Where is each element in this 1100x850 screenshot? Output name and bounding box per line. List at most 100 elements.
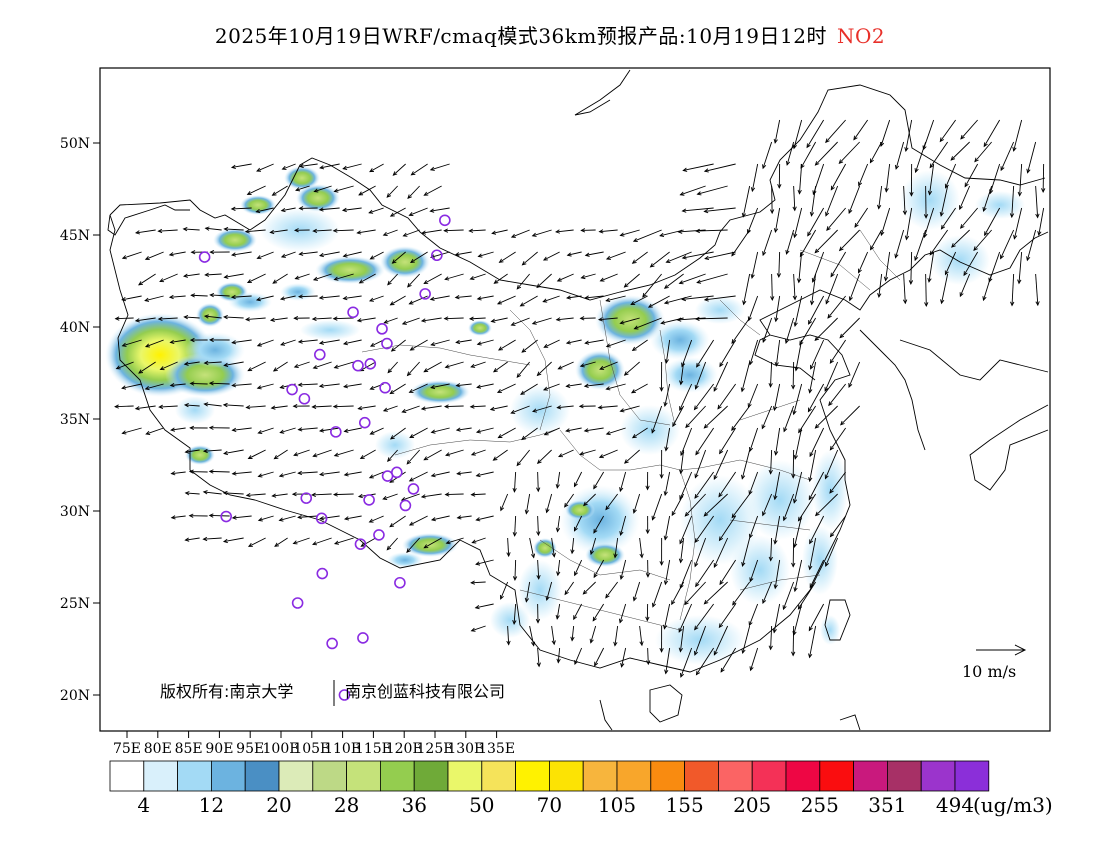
wind-arrow: [476, 471, 494, 477]
wind-arrow: [564, 581, 575, 595]
wind-arrow: [135, 229, 156, 234]
wind-arrow: [532, 229, 552, 237]
colorbar-swatch: [954, 760, 990, 792]
wind-arrow: [783, 493, 795, 521]
wind-arrow-head: [203, 314, 209, 319]
city-station-marker: [399, 499, 412, 512]
wind-arrow-head: [420, 318, 426, 323]
wind-arrow-head: [297, 514, 302, 520]
wind-arrow: [231, 207, 252, 210]
wind-arrow: [145, 251, 164, 260]
wind-arrow: [751, 251, 759, 279]
wind-arrow-head: [169, 383, 175, 388]
wind-arrow: [770, 625, 773, 650]
wind-arrow-head: [297, 470, 303, 476]
wind-arrow-head: [807, 231, 812, 237]
city-station-marker: [376, 323, 388, 335]
wind-arrow-head: [848, 209, 853, 215]
wind-arrow: [279, 471, 296, 477]
wind-arrow: [246, 405, 266, 408]
wind-arrow-head: [358, 191, 364, 196]
wind-arrow-head: [542, 386, 548, 391]
wind-arrow: [389, 515, 406, 528]
wind-arrow-head: [631, 259, 637, 264]
wind-arrow-head: [510, 409, 516, 414]
wind-arrow-head: [408, 388, 414, 393]
wind-arrow: [762, 581, 773, 604]
wind-arrow-head: [574, 526, 578, 532]
wind-arrow-head: [429, 254, 435, 259]
wind-arrow: [598, 317, 618, 321]
wind-arrow-head: [651, 515, 656, 521]
wind-arrow: [370, 251, 384, 260]
wind-arrow: [521, 427, 538, 440]
wind-arrow-head: [598, 229, 604, 234]
wind-arrow: [732, 581, 750, 606]
wind-arrow-head: [762, 599, 767, 605]
colorbar-tick-label: 20: [266, 793, 291, 817]
wind-arrow-head: [256, 342, 262, 347]
wind-arrow: [594, 647, 605, 666]
wind-arrow: [1013, 119, 1023, 151]
lat-label: 20N: [60, 688, 90, 704]
city-station-marker: [354, 538, 367, 550]
wind-arrow: [793, 119, 803, 149]
wind-arrow-head: [703, 297, 709, 302]
wind-arrow-head: [773, 539, 778, 545]
wind-arrow: [742, 625, 751, 654]
wind-arrow-head: [679, 191, 685, 196]
wind-arrow: [811, 185, 817, 216]
wind-arrow-head: [344, 516, 349, 521]
wind-arrow-head: [531, 408, 538, 413]
wind-arrow-head: [770, 296, 775, 302]
wind-arrow-head: [677, 229, 683, 234]
city-station-marker: [286, 383, 298, 396]
wind-arrow-head: [939, 137, 945, 143]
wind-arrow-head: [940, 224, 946, 230]
wind-arrow-head: [144, 343, 150, 348]
wind-arrow: [630, 295, 648, 305]
lon-label: 80E: [144, 741, 172, 757]
wind-arrow: [231, 295, 252, 298]
wind-arrow: [606, 339, 626, 347]
wind-arrow-head: [605, 505, 610, 511]
wind-arrow: [557, 273, 574, 282]
wind-arrow: [574, 647, 583, 665]
wind-arrow: [671, 581, 685, 605]
wind-arrow: [386, 185, 398, 198]
city-station-marker: [358, 416, 371, 429]
wind-arrow: [748, 295, 759, 321]
wind-arrow-head: [333, 188, 339, 193]
wind-arrow: [809, 515, 825, 544]
wind-arrow-head: [222, 490, 228, 496]
wind-arrow-head: [597, 317, 603, 322]
wind-arrow: [513, 471, 517, 492]
wind-arrow: [256, 295, 274, 301]
wind-arrow-head: [681, 208, 687, 213]
wind-arrow: [272, 273, 288, 284]
wind-arrow-head: [1009, 213, 1015, 219]
wind-arrow-head: [623, 459, 629, 464]
wind-arrow: [546, 493, 553, 513]
wind-arrow: [793, 603, 803, 636]
wind-arrow: [471, 361, 486, 368]
wind-arrow-head: [402, 232, 408, 237]
wind-arrow: [771, 185, 773, 214]
wind-arrow-head: [647, 303, 653, 308]
wind-arrow-head: [280, 207, 286, 213]
wind-arrow: [122, 383, 142, 389]
wind-arrow-head: [681, 255, 687, 260]
colorbar-swatch: [109, 760, 145, 792]
wind-arrow: [138, 361, 156, 374]
wind-arrow: [370, 339, 384, 347]
wind-arrow: [783, 405, 795, 432]
wind-arrow-head: [902, 210, 908, 216]
wind-arrow: [209, 515, 230, 517]
wind-arrow: [799, 229, 817, 257]
wind-arrow: [384, 317, 398, 324]
wind-arrow-head: [785, 160, 791, 166]
wind-arrow: [358, 405, 376, 410]
wind-arrow: [298, 339, 318, 343]
wind-arrow-head: [877, 293, 882, 299]
wind-arrow: [390, 427, 406, 440]
